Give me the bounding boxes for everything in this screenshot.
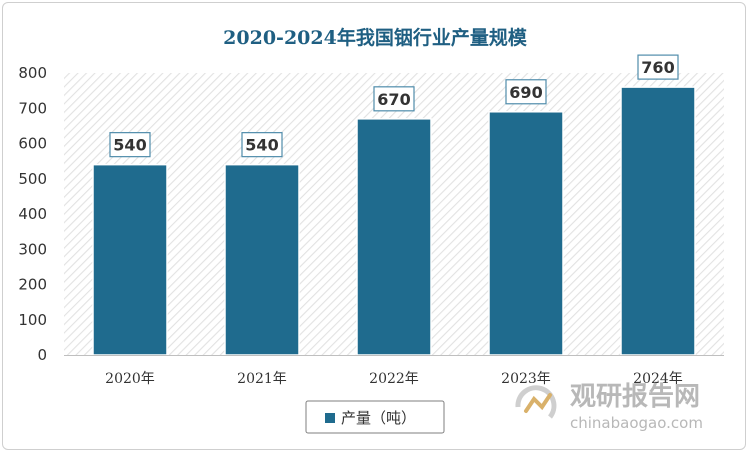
x-tick-label: 2021年 [237,371,287,387]
bar [92,163,168,356]
legend-box [305,400,445,434]
data-label-box [109,132,151,158]
data-label-box [241,132,283,158]
bar [488,111,564,356]
bar [620,86,696,356]
y-tick-label: 200 [18,276,47,294]
watermark: 观研报告网 chinabaogao.com [515,381,703,432]
legend: 产量（吨） [305,400,445,434]
watermark-brand-cn: 观研报告网 [570,381,700,412]
y-tick-label: 300 [18,240,47,258]
legend-swatch [325,413,335,423]
legend-label: 产量（吨） [341,409,416,427]
chart-title: 2020-2024年我国铟行业产量规模 [223,26,528,49]
y-tick-label: 800 [18,64,47,82]
y-tick-label: 600 [18,135,47,153]
y-tick-label: 700 [18,99,47,117]
chart-frame: 2020-2024年我国铟行业产量规模 0 100 200 300 400 500 600 7… [2,2,746,450]
data-label-box [637,54,679,80]
x-tick-label: 2020年 [105,371,155,387]
data-label: 760 [641,58,674,77]
x-tick-label: 2024年 [633,371,683,387]
data-label: 670 [377,90,410,109]
data-label: 690 [509,83,542,102]
bar [224,163,300,356]
y-tick-label: 0 [37,346,47,364]
x-axis: 2020年 2021年 2022年 2023年 2024年 [105,371,683,387]
y-axis: 0 100 200 300 400 500 600 700 800 [18,64,47,364]
y-tick-label: 500 [18,170,47,188]
x-tick-label: 2023年 [501,371,551,387]
data-label-box [505,79,547,105]
y-tick-label: 100 [18,311,47,329]
watermark-logo-icon [515,385,557,419]
data-label-box [373,86,415,112]
y-tick-label: 400 [18,205,47,223]
watermark-brand-en: chinabaogao.com [570,414,703,432]
bar [356,118,432,356]
bars-layer: 540 540 670 690 760 [92,54,696,356]
data-label: 540 [113,136,146,155]
x-tick-label: 2022年 [369,371,419,387]
data-label: 540 [245,136,278,155]
chart-canvas: 2020-2024年我国铟行业产量规模 0 100 200 300 400 500 600 7… [18,26,724,434]
